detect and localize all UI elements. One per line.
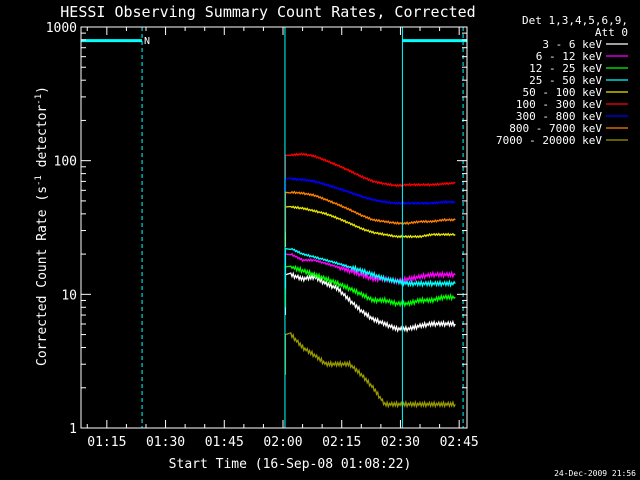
- y-tick-label: 1000: [46, 21, 77, 36]
- series-line-3: [284, 247, 456, 289]
- legend-entry-label: 3 - 6 keV: [542, 38, 602, 51]
- legend-entry-label: 25 - 50 keV: [529, 74, 602, 87]
- series-line-7: [284, 190, 456, 233]
- y-tick-label: 1: [69, 422, 77, 437]
- y-axis-label: Corrected Count Rate (s-1 detector-1): [34, 86, 50, 366]
- x-tick-label: 02:30: [381, 435, 420, 450]
- night-marker-label: N: [144, 36, 150, 47]
- legend-entry-label: 100 - 300 keV: [516, 98, 602, 111]
- legend-entry-label: 300 - 800 keV: [516, 110, 602, 123]
- legend-entry-label: 50 - 100 keV: [523, 86, 603, 99]
- series-line-1: [284, 252, 456, 295]
- x-axis-label: Start Time (16-Sep-08 01:08:22): [169, 457, 412, 472]
- axes-layer: 01:15 01:30 01:45 02:00 02:15 02:30 02:45 1 10 10…: [46, 21, 479, 450]
- chart-title: HESSI Observing Summary Count Rates, Cor…: [60, 3, 475, 21]
- x-tick-label: 02:00: [263, 435, 302, 450]
- legend-header-line-1: Det 1,3,4,5,6,9,: [522, 14, 628, 27]
- series-line-5: [284, 152, 456, 196]
- legend-entry-label: 7000 - 20000 keV: [496, 134, 602, 147]
- x-tick-label: 01:30: [146, 435, 185, 450]
- y-tick-label: 100: [54, 155, 77, 170]
- x-tick-label: 01:15: [87, 435, 126, 450]
- x-tick-label: 02:15: [322, 435, 361, 450]
- annotation-layer: N: [81, 27, 467, 428]
- y-tick-label: 10: [61, 288, 77, 303]
- series-line-4: [284, 205, 456, 248]
- x-tick-label: 02:45: [440, 435, 479, 450]
- legend-entry-label: 6 - 12 keV: [536, 50, 603, 63]
- legend-entry-label: 800 - 7000 keV: [509, 122, 602, 135]
- series-line-2: [284, 264, 456, 308]
- series-layer: [284, 152, 456, 409]
- plot-frame: [80, 26, 468, 429]
- generation-timestamp: 24-Dec-2009 21:56: [554, 469, 636, 478]
- legend-header-line-2: Att 0: [595, 26, 628, 39]
- legend-entry-label: 12 - 25 keV: [529, 62, 602, 75]
- series-line-6: [284, 177, 456, 220]
- series-line-8: [284, 332, 456, 409]
- x-tick-label: 01:45: [205, 435, 244, 450]
- series-line-0: [284, 271, 456, 334]
